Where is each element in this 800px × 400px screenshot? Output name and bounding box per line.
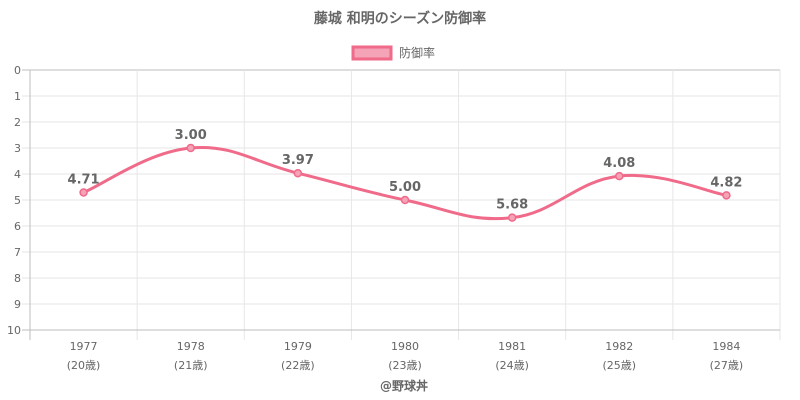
data-point[interactable] <box>293 168 303 178</box>
data-label: 3.00 <box>175 128 207 143</box>
data-label: 4.82 <box>710 175 742 190</box>
x-tick-label: 1979 <box>284 340 312 353</box>
x-tick-label: 1977 <box>70 340 98 353</box>
x-tick-label: 1982 <box>605 340 633 353</box>
y-tick-label: 8 <box>14 272 21 285</box>
y-tick-label: 10 <box>7 324 21 337</box>
x-axis-ticks: 1977 (20歳) 1978 (21歳) 1979 (22歳) 1980 (23歳) 1981… <box>67 340 743 372</box>
legend-swatch <box>351 45 393 61</box>
y-axis-ticks: 0 1 2 3 4 5 6 7 8 9 10 <box>7 64 21 337</box>
y-tick-label: 5 <box>14 194 21 207</box>
y-tick-label: 6 <box>14 220 21 233</box>
y-tick-label: 1 <box>14 90 21 103</box>
y-tick-label: 0 <box>14 64 21 77</box>
data-point[interactable] <box>615 171 624 181</box>
x-tick-label: 1981 <box>498 340 526 353</box>
data-point[interactable] <box>507 213 517 222</box>
data-point[interactable] <box>79 188 88 197</box>
chart-title: 藤城 和明のシーズン防御率 <box>314 10 486 27</box>
y-tick-label: 9 <box>14 298 21 311</box>
y-tick-label: 7 <box>14 246 21 259</box>
x-tick-label: 1980 <box>391 340 419 353</box>
y-tick-label: 4 <box>14 168 21 181</box>
data-label: 4.71 <box>68 172 100 187</box>
data-labels: 4.71 3.00 3.97 5.00 5.68 4.08 4.82 <box>68 128 743 213</box>
series-points <box>79 143 731 222</box>
x-tick-label: 1978 <box>177 340 205 353</box>
x-axis-label: @野球丼 <box>380 378 428 393</box>
data-label: 5.68 <box>496 198 528 213</box>
y-tick-label: 2 <box>14 116 21 129</box>
x-tick-sublabel: (27歳) <box>710 359 744 372</box>
data-label: 5.00 <box>389 180 421 195</box>
x-tick-sublabel: (24歳) <box>495 359 529 372</box>
legend[interactable]: 防御率 <box>351 45 435 61</box>
x-tick-sublabel: (23歳) <box>388 359 422 372</box>
x-tick-label: 1984 <box>712 340 740 353</box>
x-tick-sublabel: (20歳) <box>67 359 101 372</box>
data-point[interactable] <box>186 143 195 153</box>
data-point[interactable] <box>722 191 731 200</box>
grid <box>22 69 781 340</box>
data-label: 4.08 <box>603 156 635 171</box>
data-point[interactable] <box>400 195 410 205</box>
y-tick-label: 3 <box>14 142 21 155</box>
x-tick-sublabel: (25歳) <box>602 359 636 372</box>
x-tick-sublabel: (21歳) <box>174 359 208 372</box>
legend-label: 防御率 <box>399 45 435 60</box>
x-tick-sublabel: (22歳) <box>281 359 315 372</box>
data-label: 3.97 <box>282 153 314 168</box>
